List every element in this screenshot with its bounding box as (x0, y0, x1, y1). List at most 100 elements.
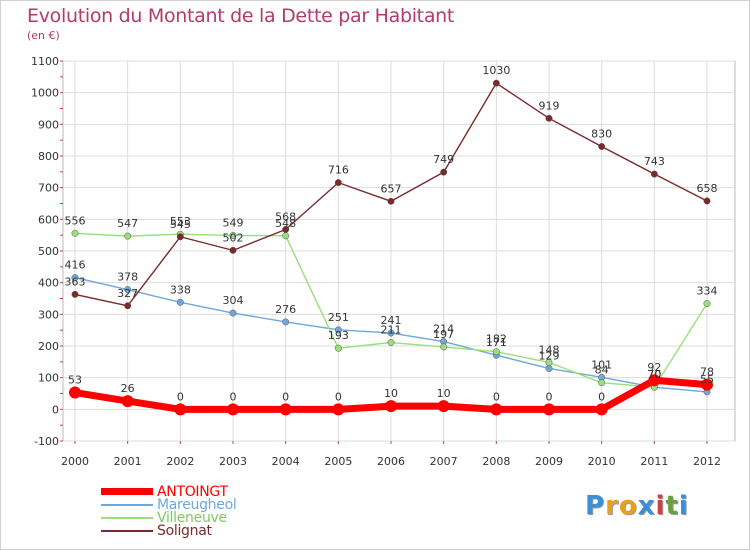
logo-letter: i (655, 491, 666, 521)
data-point-antoingt (437, 400, 450, 413)
data-point-villeneuve (492, 348, 500, 356)
data-point-antoingt (543, 403, 555, 416)
data-label-antoingt: 0 (335, 390, 342, 403)
data-point-solignat (598, 143, 606, 150)
data-point-mareugheol (545, 365, 553, 372)
data-point-antoingt (279, 403, 292, 416)
data-point-solignat (334, 179, 342, 187)
data-point-solignat (440, 168, 448, 176)
data-label-villeneuve: 549 (223, 216, 244, 229)
data-label-mareugheol: 171 (486, 336, 507, 349)
data-point-solignat (282, 226, 290, 233)
data-label-antoingt: 0 (546, 390, 553, 403)
legend-label: Villeneuve (157, 510, 227, 526)
data-point-mareugheol (124, 286, 132, 294)
data-label-solignat: 716 (328, 164, 349, 177)
legend-label: Solignat (157, 523, 212, 539)
legend-swatch (101, 517, 153, 519)
y-tick-label: 0 (52, 403, 59, 416)
legend-label: ANTOINGT (157, 484, 228, 500)
data-label-solignat: 1030 (482, 64, 510, 77)
data-label-solignat: 545 (170, 218, 191, 231)
y-tick-label: -100 (34, 435, 59, 448)
y-tick-label: 200 (38, 340, 59, 353)
data-point-mareugheol (71, 274, 79, 282)
data-point-antoingt (490, 403, 503, 416)
legend-label: Mareugheol (157, 497, 237, 513)
data-point-solignat (703, 197, 711, 205)
data-point-villeneuve (440, 343, 448, 351)
x-tick-label: 2000 (61, 455, 89, 468)
data-point-villeneuve (124, 232, 132, 240)
data-label-antoingt: 53 (68, 374, 82, 387)
x-tick-label: 2003 (219, 455, 247, 468)
logo-letter: i (678, 491, 689, 521)
data-label-solignat: 363 (65, 275, 86, 288)
data-label-solignat: 658 (697, 182, 718, 195)
data-label-villeneuve: 547 (117, 217, 138, 230)
data-label-mareugheol: 276 (275, 303, 296, 316)
data-point-villeneuve (703, 300, 711, 308)
logo-letter: P (585, 491, 606, 521)
data-point-villeneuve (282, 232, 290, 240)
logo-letter: x (637, 491, 656, 521)
data-point-solignat (176, 233, 184, 241)
data-label-mareugheol: 129 (539, 349, 560, 362)
data-point-solignat (229, 246, 237, 254)
data-point-villeneuve (334, 344, 342, 352)
data-point-solignat (387, 197, 395, 205)
data-point-antoingt (174, 403, 187, 416)
y-tick-label: 1100 (31, 55, 59, 68)
data-label-mareugheol: 101 (591, 358, 612, 371)
data-label-solignat: 657 (381, 182, 402, 195)
data-point-mareugheol (282, 318, 290, 326)
chart-subtitle: (en €) (27, 29, 60, 42)
data-label-antoingt: 0 (493, 390, 500, 403)
data-label-mareugheol: 304 (223, 294, 244, 307)
x-tick-label: 2010 (588, 455, 616, 468)
legend-swatch (101, 504, 153, 506)
data-point-antoingt (595, 403, 608, 416)
x-tick-label: 2009 (535, 455, 563, 468)
chart-title: Evolution du Montant de la Dette par Hab… (27, 5, 455, 27)
data-label-villeneuve: 211 (381, 324, 402, 337)
data-label-solignat: 568 (275, 210, 296, 223)
data-point-mareugheol (176, 298, 184, 306)
data-label-villeneuve: 84 (595, 364, 609, 377)
data-point-solignat (650, 170, 658, 178)
data-label-mareugheol: 70 (647, 368, 661, 381)
data-point-antoingt (121, 395, 134, 408)
data-label-antoingt: 10 (384, 387, 398, 400)
data-point-villeneuve (545, 359, 553, 366)
x-tick-label: 2004 (272, 455, 300, 468)
y-tick-label: 600 (38, 213, 59, 226)
x-tick-label: 2002 (166, 455, 194, 468)
x-tick-label: 2001 (114, 455, 142, 468)
data-label-antoingt: 10 (437, 387, 451, 400)
data-label-solignat: 830 (591, 128, 612, 141)
x-tick-label: 2012 (693, 455, 721, 468)
data-label-villeneuve: 556 (65, 214, 86, 227)
data-point-antoingt (385, 400, 397, 413)
data-label-mareugheol: 416 (65, 259, 86, 272)
data-label-mareugheol: 338 (170, 283, 191, 296)
data-label-mareugheol: 241 (381, 314, 402, 327)
data-label-mareugheol: 378 (117, 271, 138, 284)
data-label-villeneuve: 193 (328, 329, 349, 342)
data-point-villeneuve (229, 232, 237, 239)
data-label-mareugheol: 251 (328, 311, 349, 324)
data-label-solignat: 919 (539, 99, 560, 112)
data-label-antoingt: 92 (647, 361, 661, 374)
data-label-mareugheol: 214 (433, 323, 454, 336)
data-label-solignat: 327 (117, 287, 138, 300)
logo-letter: r (605, 491, 619, 521)
y-tick-label: 500 (38, 245, 59, 258)
data-label-villeneuve: 182 (486, 333, 507, 346)
data-label-antoingt: 0 (282, 390, 289, 403)
data-point-mareugheol (334, 326, 342, 334)
data-point-villeneuve (598, 379, 606, 387)
proxiti-logo: Proxiti (585, 491, 689, 521)
data-label-solignat: 502 (223, 231, 244, 244)
data-point-antoingt (332, 403, 345, 416)
